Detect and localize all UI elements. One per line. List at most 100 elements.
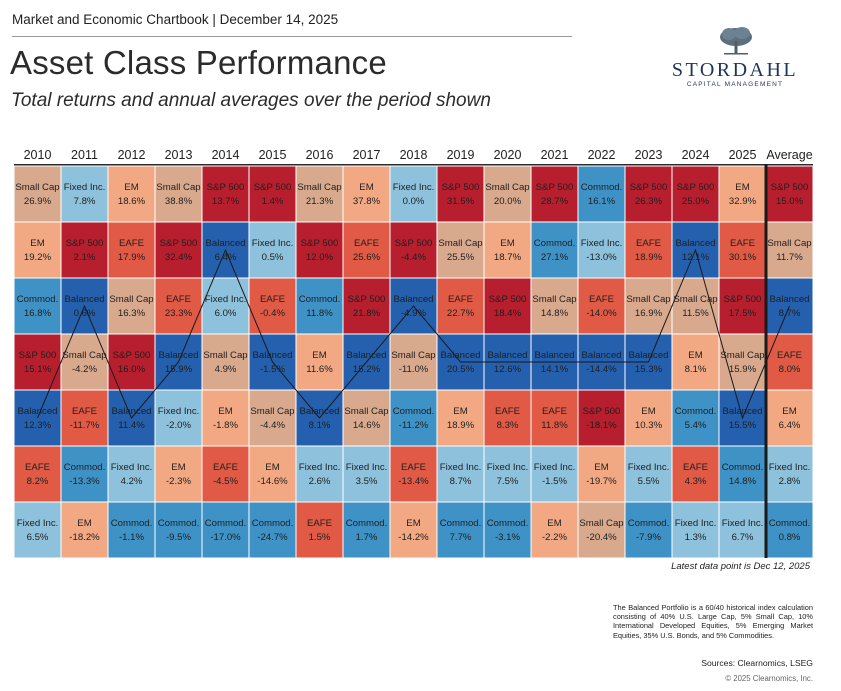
cell-2021-em: EM -2.2%	[531, 502, 578, 558]
cell-label: Small Cap	[62, 350, 106, 361]
cell-2012-em: EM 18.6%	[108, 166, 155, 222]
cell-2015-fixed-inc: Fixed Inc. 0.5%	[249, 222, 296, 278]
cell-2022-eafe: EAFE -14.0%	[578, 278, 625, 334]
cell-fill	[61, 334, 108, 390]
cell-value: -0.4%	[260, 308, 286, 319]
cell-value: 31.5%	[447, 196, 475, 207]
cell-2018-fixed-inc: Fixed Inc. 0.0%	[390, 166, 437, 222]
cell-fill	[296, 166, 343, 222]
cell-fill	[578, 390, 625, 446]
cell-value: 4.2%	[121, 476, 143, 487]
cell-label: Small Cap	[673, 294, 717, 305]
cell-label: Commod.	[722, 462, 764, 473]
cell-fill	[625, 502, 672, 558]
cell-fill	[343, 222, 390, 278]
cell-value: 8.1%	[309, 420, 331, 431]
cell-2014-small-cap: Small Cap 4.9%	[202, 334, 249, 390]
cell-value: -2.3%	[166, 476, 192, 487]
cell-value: -4.4%	[401, 252, 427, 263]
cell-value: 0.5%	[262, 252, 284, 263]
cell-2014-fixed-inc: Fixed Inc. 6.0%	[202, 278, 249, 334]
cell-value: 16.1%	[588, 196, 616, 207]
cell-value: 0.0%	[403, 196, 425, 207]
cell-2022-small-cap: Small Cap -20.4%	[578, 502, 625, 558]
cell-value: -1.1%	[119, 532, 145, 543]
cell-2018-commod: Commod. -11.2%	[390, 390, 437, 446]
cell-value: 15.0%	[776, 196, 804, 207]
cell-fill	[390, 502, 437, 558]
cell-2011-eafe: EAFE -11.7%	[61, 390, 108, 446]
cell-value: -1.8%	[213, 420, 239, 431]
cell-value: 12.3%	[24, 420, 52, 431]
cell-value: -18.2%	[69, 532, 100, 543]
cell-fill	[202, 446, 249, 502]
cell-2020-em: EM 18.7%	[484, 222, 531, 278]
cell-fill	[108, 222, 155, 278]
cell-value: 14.1%	[541, 364, 569, 375]
cell-label: EM	[124, 182, 138, 193]
cell-value: -4.2%	[72, 364, 98, 375]
cell-fill	[484, 390, 531, 446]
cell-2014-em: EM -1.8%	[202, 390, 249, 446]
cell-value: 6.4%	[215, 252, 237, 263]
cell-label: Balanced	[111, 406, 151, 417]
cell-value: 11.8%	[306, 308, 333, 319]
cell-label: EM	[312, 350, 326, 361]
cell-label: Fixed Inc.	[440, 462, 482, 473]
column-header-2013: 2013	[165, 148, 193, 162]
cell-value: -11.7%	[70, 420, 100, 431]
cell-fill	[249, 446, 296, 502]
cell-label: Fixed Inc.	[534, 462, 576, 473]
cell-label: S&P 500	[630, 182, 668, 193]
cell-label: EAFE	[636, 238, 661, 249]
cell-fill	[61, 502, 108, 558]
cell-value: -1.5%	[260, 364, 286, 375]
cell-2016-sandp-500: S&P 500 12.0%	[296, 222, 343, 278]
cell-label: Commod.	[64, 462, 106, 473]
cell-label: EAFE	[683, 462, 708, 473]
cell-value: 16.0%	[118, 364, 146, 375]
cell-label: Small Cap	[579, 518, 623, 529]
cell-label: Balanced	[487, 350, 527, 361]
cell-value: -14.2%	[398, 532, 429, 543]
cell-value: 8.0%	[779, 364, 801, 375]
cell-value: 16.9%	[635, 308, 663, 319]
cell-label: EM	[406, 518, 420, 529]
cell-value: 18.9%	[635, 252, 663, 263]
cell-fill	[672, 390, 719, 446]
cell-value: -24.7%	[257, 532, 288, 543]
cell-value: 14.6%	[353, 420, 381, 431]
cell-fill	[719, 446, 766, 502]
cell-label: EAFE	[542, 406, 567, 417]
cell-value: 1.3%	[685, 532, 707, 543]
cell-label: Fixed Inc.	[581, 238, 623, 249]
cell-label: Small Cap	[485, 182, 529, 193]
cell-label: S&P 500	[771, 182, 809, 193]
cell-value: 38.8%	[165, 196, 193, 207]
cell-fill	[155, 166, 202, 222]
cell-2019-commod: Commod. 7.7%	[437, 502, 484, 558]
cell-fill	[437, 390, 484, 446]
cell-fill	[578, 166, 625, 222]
cell-label: Commod.	[158, 518, 200, 529]
cell-fill	[296, 278, 343, 334]
cell-label: EAFE	[213, 462, 238, 473]
column-header-2017: 2017	[353, 148, 381, 162]
cell-value: 32.4%	[165, 252, 193, 263]
cell-fill	[61, 222, 108, 278]
cell-fill	[437, 278, 484, 334]
column-header-average: Average	[766, 148, 812, 162]
cell-value: -1.5%	[542, 476, 568, 487]
cell-2013-sandp-500: S&P 500 32.4%	[155, 222, 202, 278]
cell-2024-sandp-500: S&P 500 25.0%	[672, 166, 719, 222]
cell-value: 3.5%	[356, 476, 378, 487]
cell-2017-eafe: EAFE 25.6%	[343, 222, 390, 278]
cell-label: EM	[594, 462, 608, 473]
cell-2013-eafe: EAFE 23.3%	[155, 278, 202, 334]
cell-label: S&P 500	[677, 182, 715, 193]
cell-fill	[155, 502, 202, 558]
cell-label: EAFE	[166, 294, 191, 305]
cell-value: 2.6%	[309, 476, 331, 487]
cell-label: Fixed Inc.	[393, 182, 435, 193]
cell-2020-eafe: EAFE 8.3%	[484, 390, 531, 446]
